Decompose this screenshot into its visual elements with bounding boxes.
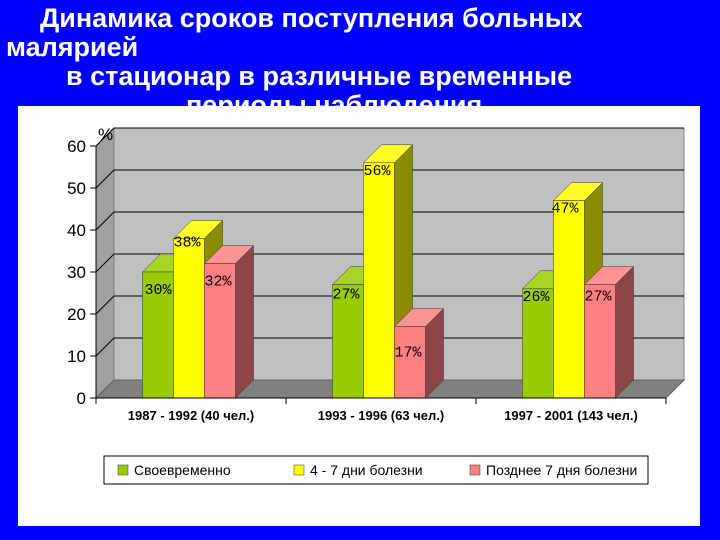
data-label: 26%: [522, 289, 550, 306]
title-line-3: в стационар в различные временные: [66, 61, 573, 91]
legend-swatch: [117, 464, 129, 476]
y-tick-label: 60: [67, 137, 86, 156]
y-tick-label: 30: [67, 263, 86, 282]
title-line-4: периоды наблюдения: [186, 90, 483, 120]
y-tick-label: 0: [77, 389, 86, 408]
y-unit-label: %: [98, 125, 113, 144]
gridline: [95, 169, 684, 189]
chart-panel: 0 10 20 30 40 50 60% 30% 38% 32% 27% 56% 17% 26% 47% 2…: [18, 106, 700, 526]
chart-title: Динамика сроков поступления больных маля…: [0, 4, 720, 122]
y-axis: 0 10 20 30 40 50 60%: [67, 125, 113, 408]
data-label: 17%: [394, 345, 422, 362]
gridlines: [95, 127, 684, 357]
data-labels: 30% 38% 32% 27% 56% 17% 26% 47% 27%: [144, 163, 612, 362]
bar-chart: 0 10 20 30 40 50 60% 30% 38% 32% 27% 56% 17% 26% 47% 2…: [67, 125, 686, 485]
title-line-2: малярией: [6, 32, 139, 62]
bar-side: [615, 265, 634, 399]
legend-label: Своевременно: [134, 462, 231, 478]
gridline: [95, 253, 684, 273]
category-label: 1997 - 2001 (143 чел.): [504, 408, 638, 423]
bar: [522, 288, 554, 399]
bar: [332, 284, 364, 399]
data-label: 56%: [363, 163, 391, 180]
y-tick-label: 50: [67, 179, 86, 198]
bar: [584, 284, 616, 399]
title-line-1: Динамика сроков поступления больных: [40, 3, 583, 33]
data-label: 27%: [332, 287, 360, 304]
bar: [363, 162, 395, 399]
bars: [141, 144, 635, 399]
data-label: 27%: [584, 289, 612, 306]
gridline: [95, 295, 684, 315]
category-label: 1993 - 1996 (63 чел.): [318, 408, 444, 423]
data-label: 30%: [144, 282, 172, 299]
category-label: 1987 - 1992 (40 чел.): [128, 408, 254, 423]
legend-box: [103, 455, 649, 485]
bar: [204, 263, 236, 399]
bar: [553, 200, 585, 399]
gridline: [95, 337, 684, 357]
y-tick-label: 40: [67, 221, 86, 240]
legend-label: Позднее 7 дня болезни: [486, 462, 637, 478]
bar-side: [235, 244, 254, 399]
legend-swatch: [469, 464, 481, 476]
legend: Своевременно 4 - 7 дни болезни Позднее 7 д…: [103, 455, 649, 485]
bar: [173, 238, 205, 399]
gridline: [95, 127, 684, 147]
bar: [394, 326, 426, 399]
data-label: 32%: [204, 274, 232, 291]
legend-swatch: [293, 464, 305, 476]
gridline: [95, 211, 684, 231]
data-label: 47%: [551, 201, 579, 218]
legend-label: 4 - 7 дни болезни: [310, 462, 423, 478]
x-axis: 1987 - 1992 (40 чел.) 1993 - 1996 (63 чел…: [95, 397, 667, 423]
y-tick-label: 10: [67, 347, 86, 366]
data-label: 38%: [173, 234, 201, 251]
y-tick-label: 20: [67, 305, 86, 324]
bar: [142, 271, 174, 399]
